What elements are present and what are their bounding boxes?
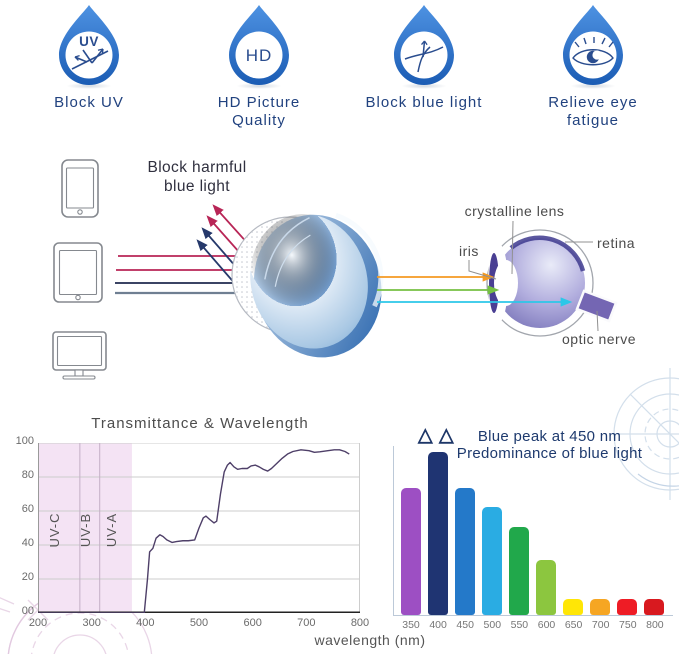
relieve-eye-fatigue-drop-icon [563,5,623,85]
annotation-line-2: Predominance of blue light [456,444,643,462]
label-optic-nerve: optic nerve [562,331,636,347]
bar-tick-label: 400 [429,619,447,631]
uv-band [79,443,100,613]
crystalline-lens-part [494,260,518,306]
icon-shadow [236,83,282,89]
label-retina: retina [597,235,636,251]
uv-band [99,443,132,613]
feature-hd-quality: HD HD Picture Quality [183,2,335,131]
spectrum-bar [454,487,475,615]
bar-tick-label: 800 [646,619,664,631]
uv-band-label: UV-C [47,512,62,547]
y-tick-label: 60 [21,503,34,515]
spectrum-bar [644,598,665,615]
passing-light-rays [377,272,573,307]
spectrum-bar [617,598,638,615]
triangle-marker: △ [439,425,454,446]
tablet-icon [53,242,103,303]
annotation-line-1: Blue peak at 450 nm [477,428,622,445]
x-tick-label: 200 [28,617,48,629]
triangle-marker: △ [418,425,433,446]
bar-tick-label: 450 [456,619,474,631]
bar-tick-label: 350 [402,619,420,631]
x-tick-label: 800 [350,617,370,629]
lens-eye-diagram [52,159,618,380]
label-iris: iris [459,243,479,259]
bar-tick-label: 700 [591,619,610,631]
x-tick-label: 300 [82,617,101,629]
y-tick-label: 100 [15,435,34,447]
feature-label: HD Picture Quality [217,94,301,130]
diagram-caption: Block harmful blue light [147,159,247,195]
spectrum-bar-chart: 350 400 450 500 550 600 650 700 750 800 △ △ Blue p… [385,410,679,654]
feature-label: Block UV [54,94,124,111]
feature-label: Block blue light [365,94,483,111]
label-leader-lines [468,220,599,332]
bar-tick-label: 550 [510,619,529,631]
feature-block-uv: UV Block UV [13,2,165,112]
icon-shadow [570,83,616,89]
bar-tick-label: 500 [483,619,502,631]
label-crystalline-lens: crystalline lens [464,203,565,219]
spectrum-plot [393,446,673,616]
spectrum-bar [563,598,584,615]
smartphone-icon [61,159,99,218]
x-axis-label: wavelength (nm) [314,632,426,648]
spectrum-bar [508,526,529,615]
uv-glyph-text: UV [79,34,99,49]
hd-drop-icon: HD [229,5,289,85]
feature-relieve-eye-fatigue: Relieve eye fatigue [517,2,669,131]
y-tick-label: 80 [21,469,34,481]
x-tick-label: 500 [189,617,209,629]
y-tick-label: 00 [21,605,34,617]
bar-tick-label: 650 [564,619,583,631]
bar-annotation: Blue peak at 450 nm Predominance of blue… [442,428,657,462]
uv-band [38,443,80,613]
blue-light-lens [231,212,384,358]
uv-protection-drop-icon: UV [59,5,119,85]
spectrum-bar [427,452,448,615]
features-row: UV Block UV HD HD Picture Quality [0,0,679,146]
uv-band-label: UV-B [78,513,93,547]
spectrum-bar [400,487,421,615]
x-tick-label: 400 [136,617,155,629]
chart-title: Transmittance & Wavelength [91,415,309,432]
spectrum-bar [590,598,611,615]
uv-band-label: UV-A [104,513,119,547]
transmittance-chart: Transmittance & Wavelength UV-C UV-B UV-A … [0,410,425,654]
block-blue-light-drop-icon [394,5,454,85]
y-tick-label: 20 [21,571,34,583]
transmittance-curve [38,449,350,614]
optic-nerve-part [575,289,618,323]
icon-shadow [401,83,447,89]
line-plot-svg: UV-C UV-B UV-A [38,442,360,614]
spectrum-bar [481,507,502,615]
y-tick-label: 40 [21,537,34,549]
icon-shadow [66,83,112,89]
x-tick-label: 600 [243,617,262,629]
feature-label: Relieve eye fatigue [548,94,638,130]
x-tick-label: 700 [297,617,316,629]
spectrum-bar [536,559,556,615]
feature-block-blue-light: Block blue light [348,2,500,112]
bar-tick-label: 600 [537,619,556,631]
bar-tick-label: 750 [619,619,637,631]
transmittance-plot: UV-C UV-B UV-A [38,442,360,614]
hd-glyph-text: HD [246,46,273,65]
monitor-icon [52,331,107,380]
